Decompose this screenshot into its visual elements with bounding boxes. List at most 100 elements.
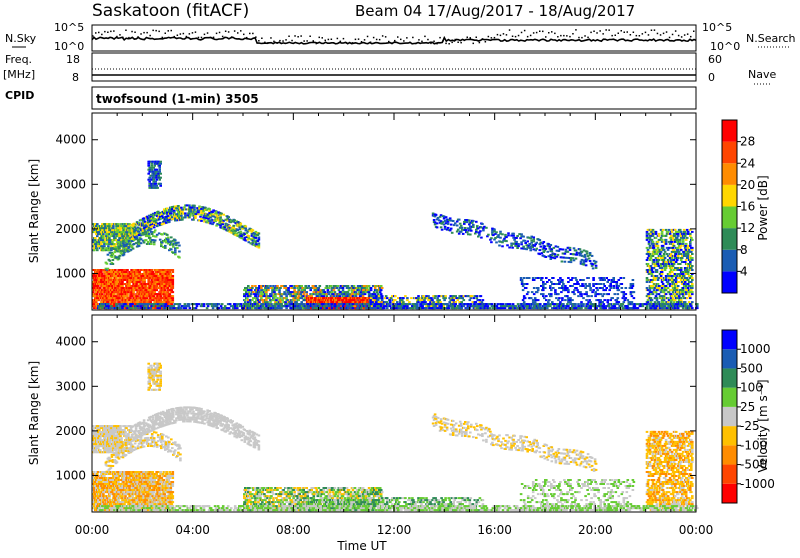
echo-cell — [389, 301, 392, 303]
echo-cell — [544, 246, 547, 248]
echo-cell — [94, 239, 97, 241]
echo-cell — [251, 307, 254, 309]
echo-cell — [451, 232, 454, 234]
echo-cell — [150, 269, 153, 271]
echo-cell — [174, 239, 177, 241]
nsearch-dot — [584, 35, 586, 37]
nsearch-dot — [334, 43, 336, 45]
nsearch-dot — [575, 29, 577, 31]
echo-cell — [654, 279, 657, 281]
nsearch-dot — [261, 38, 263, 40]
echo-cell — [479, 230, 482, 232]
nsearch-dot — [439, 37, 441, 39]
echo-cell — [193, 205, 196, 207]
echo-cell — [297, 299, 300, 301]
nsearch-dot — [651, 30, 653, 32]
echo-cell — [278, 289, 281, 291]
echo-cell — [608, 289, 611, 291]
echo-cell — [458, 233, 461, 235]
echo-cell — [379, 291, 382, 293]
echo-cell — [219, 216, 222, 218]
echo-cell — [475, 221, 478, 223]
nsearch-dot — [346, 42, 348, 44]
echo-cell — [96, 249, 99, 251]
echo-cell — [582, 297, 585, 299]
nsearch-dot — [494, 37, 496, 39]
echo-cell — [478, 234, 481, 236]
echo-cell — [154, 229, 157, 231]
echo-cell — [605, 287, 608, 289]
nsearch-dot — [593, 31, 595, 33]
nsearch-dot — [134, 32, 136, 34]
echo-cell — [582, 285, 585, 287]
echo-cell — [522, 289, 525, 291]
nsearch-dot — [485, 41, 487, 43]
echo-cell — [657, 263, 660, 265]
nsearch-dot — [189, 33, 191, 35]
echo-cell — [633, 297, 636, 299]
echo-cell — [650, 301, 653, 303]
echo-cell — [267, 287, 270, 289]
echo-cell — [617, 297, 620, 299]
echo-cell — [333, 289, 336, 291]
nsearch-dot — [264, 42, 266, 44]
echo-cell — [188, 216, 191, 218]
echo-cell — [153, 291, 156, 293]
nsearch-dot — [509, 29, 511, 31]
echo-cell — [266, 301, 269, 303]
echo-cell — [364, 293, 367, 295]
nsearch-dot — [554, 33, 556, 35]
echo-cell — [542, 285, 545, 287]
nsearch-dot — [367, 36, 369, 38]
nsearch-dot — [255, 36, 257, 38]
nsearch-dot — [451, 42, 453, 44]
echo-cell — [417, 301, 420, 303]
echo-cell — [153, 231, 156, 233]
echo-cell — [501, 241, 504, 243]
echo-cell — [584, 283, 587, 285]
echo-cell — [601, 287, 604, 289]
echo-cell — [390, 297, 393, 299]
echo-cell — [265, 293, 268, 295]
echo-cell — [549, 285, 552, 287]
echo-cell — [111, 241, 114, 243]
echo-cell — [656, 271, 659, 273]
echo-cell — [580, 293, 583, 295]
echo-cell — [170, 214, 173, 216]
echo-cell — [454, 222, 457, 224]
echo-cell — [564, 299, 567, 301]
echo-cell — [534, 301, 537, 303]
nsearch-dot — [316, 43, 318, 45]
echo-cell — [525, 287, 528, 289]
echo-cell — [470, 230, 473, 232]
echo-cell — [564, 261, 567, 263]
echo-cell — [571, 299, 574, 301]
echo-cell — [110, 245, 113, 247]
echo-cell — [192, 219, 195, 221]
nsearch-dot — [521, 32, 523, 34]
echo-cell — [625, 297, 628, 299]
echo-cell — [172, 287, 175, 289]
echo-cell — [119, 229, 122, 231]
echo-cell — [591, 291, 594, 293]
echo-cell — [100, 271, 103, 273]
echo-cell — [143, 279, 146, 281]
echo-cell — [651, 281, 654, 283]
echo-cell — [650, 265, 653, 267]
echo-cell — [376, 291, 379, 293]
echo-cell — [110, 249, 113, 251]
echo-cell — [126, 243, 129, 245]
nsearch-dot — [430, 43, 432, 45]
echo-cell — [659, 253, 662, 255]
echo-cell — [95, 301, 98, 303]
nsearch-dot — [557, 36, 559, 38]
echo-cell — [436, 297, 439, 299]
echo-cell — [167, 237, 170, 239]
echo-cell — [577, 283, 580, 285]
echo-cell — [522, 285, 525, 287]
echo-cell — [482, 229, 485, 231]
echo-cell — [171, 289, 174, 291]
nsearch-dot — [476, 37, 478, 39]
echo-cell — [435, 214, 438, 216]
echo-cell — [276, 285, 279, 287]
